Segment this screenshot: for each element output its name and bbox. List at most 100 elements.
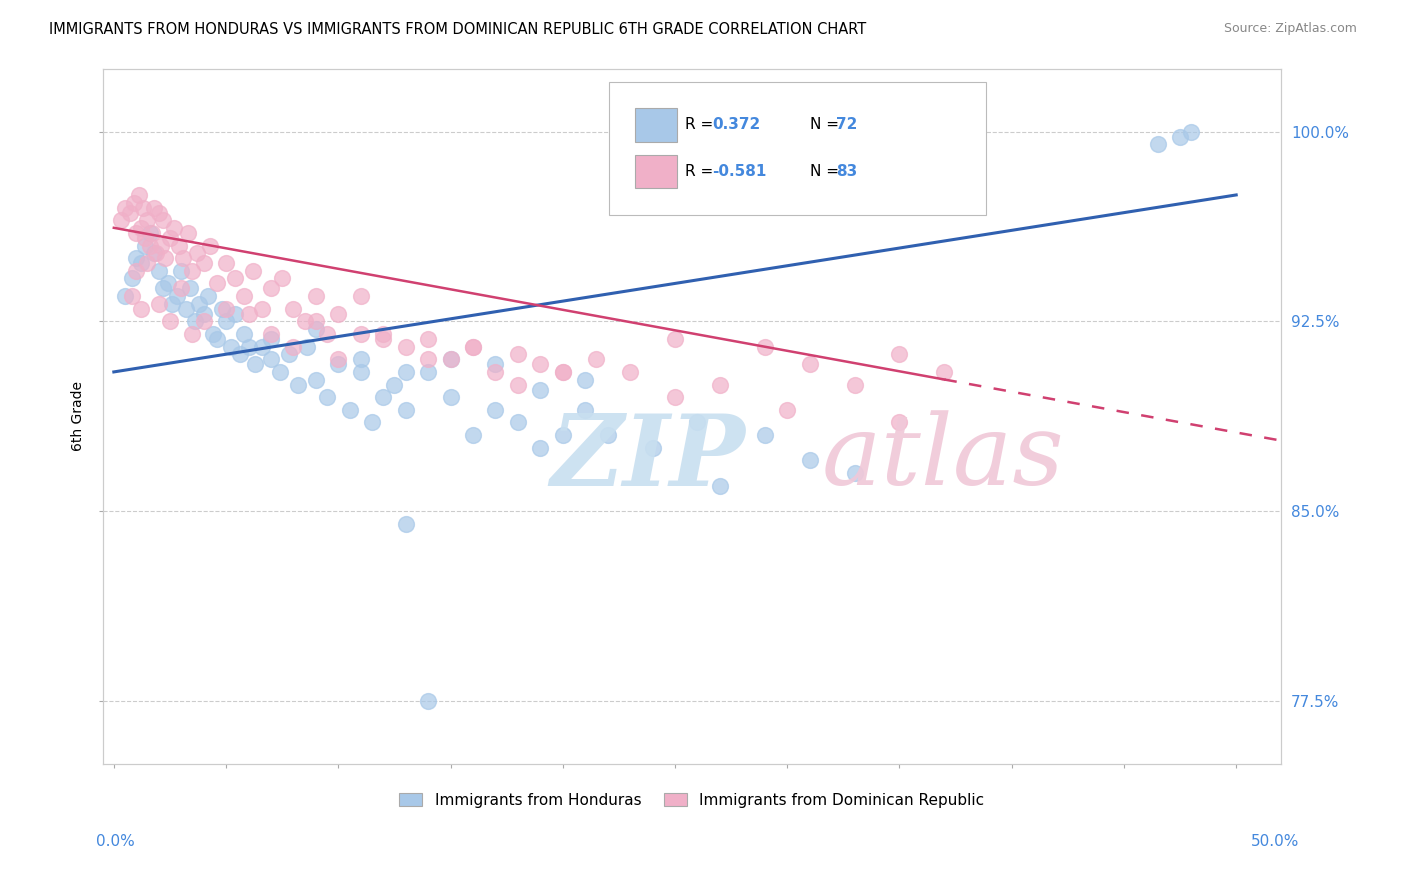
- Point: [136, 213, 159, 227]
- Point: [350, 365, 373, 379]
- Point: [159, 314, 181, 328]
- Point: [585, 352, 607, 367]
- Point: [416, 365, 439, 379]
- Point: [339, 402, 361, 417]
- Point: [200, 238, 222, 252]
- Point: [143, 201, 166, 215]
- Point: [439, 352, 461, 367]
- Text: ZIP: ZIP: [550, 409, 745, 506]
- Point: [709, 377, 731, 392]
- Point: [574, 402, 596, 417]
- Point: [461, 428, 484, 442]
- Point: [484, 357, 506, 371]
- Point: [152, 213, 174, 227]
- Point: [186, 246, 208, 260]
- Point: [316, 390, 339, 404]
- Point: [114, 289, 136, 303]
- Point: [125, 226, 148, 240]
- Point: [506, 347, 529, 361]
- Point: [149, 238, 172, 252]
- Y-axis label: 6th Grade: 6th Grade: [72, 381, 86, 451]
- Point: [174, 301, 197, 316]
- Point: [709, 479, 731, 493]
- Point: [238, 307, 260, 321]
- Point: [283, 340, 305, 354]
- Point: [121, 271, 143, 285]
- Point: [170, 281, 193, 295]
- Point: [664, 332, 686, 346]
- Point: [145, 246, 167, 260]
- Point: [1146, 137, 1168, 152]
- Point: [242, 264, 264, 278]
- Point: [197, 289, 219, 303]
- Point: [294, 314, 316, 328]
- Point: [183, 314, 205, 328]
- Point: [551, 428, 574, 442]
- Point: [134, 238, 156, 252]
- Point: [156, 277, 179, 291]
- Point: [799, 453, 821, 467]
- Point: [224, 307, 246, 321]
- Point: [269, 365, 291, 379]
- Point: [122, 195, 145, 210]
- Text: Source: ZipAtlas.com: Source: ZipAtlas.com: [1223, 22, 1357, 36]
- Point: [506, 377, 529, 392]
- Point: [596, 428, 619, 442]
- Point: [148, 264, 170, 278]
- Point: [283, 301, 305, 316]
- Point: [179, 281, 201, 295]
- Point: [373, 390, 395, 404]
- Point: [233, 326, 256, 341]
- Point: [125, 251, 148, 265]
- Point: [395, 516, 418, 531]
- Point: [934, 365, 956, 379]
- Point: [160, 296, 183, 310]
- Point: [163, 220, 186, 235]
- Bar: [636, 108, 676, 142]
- Point: [506, 416, 529, 430]
- Point: [384, 377, 406, 392]
- Point: [128, 188, 150, 202]
- Point: [129, 256, 152, 270]
- Point: [170, 264, 193, 278]
- Text: N =: N =: [810, 164, 844, 179]
- Point: [125, 264, 148, 278]
- Point: [193, 314, 215, 328]
- Point: [328, 307, 350, 321]
- Text: 0.0%: 0.0%: [96, 834, 135, 848]
- Point: [215, 256, 238, 270]
- Text: -0.581: -0.581: [711, 164, 766, 179]
- Point: [529, 441, 551, 455]
- Point: [172, 251, 194, 265]
- Point: [1180, 125, 1202, 139]
- Point: [361, 416, 384, 430]
- Point: [305, 289, 328, 303]
- Point: [132, 201, 155, 215]
- Point: [328, 357, 350, 371]
- Point: [155, 251, 177, 265]
- Point: [159, 231, 181, 245]
- Point: [305, 314, 328, 328]
- Point: [215, 301, 238, 316]
- Point: [139, 238, 162, 252]
- Point: [250, 340, 273, 354]
- Point: [211, 301, 233, 316]
- Point: [799, 357, 821, 371]
- Point: [529, 383, 551, 397]
- Point: [193, 307, 215, 321]
- Point: [350, 289, 373, 303]
- Point: [664, 390, 686, 404]
- Point: [205, 332, 228, 346]
- Point: [277, 347, 299, 361]
- Point: [484, 365, 506, 379]
- Text: atlas: atlas: [821, 410, 1064, 506]
- Point: [141, 226, 163, 240]
- Point: [305, 372, 328, 386]
- Point: [461, 340, 484, 354]
- Point: [574, 372, 596, 386]
- Point: [148, 205, 170, 219]
- Point: [193, 256, 215, 270]
- Point: [245, 357, 267, 371]
- FancyBboxPatch shape: [609, 82, 987, 215]
- Point: [395, 340, 418, 354]
